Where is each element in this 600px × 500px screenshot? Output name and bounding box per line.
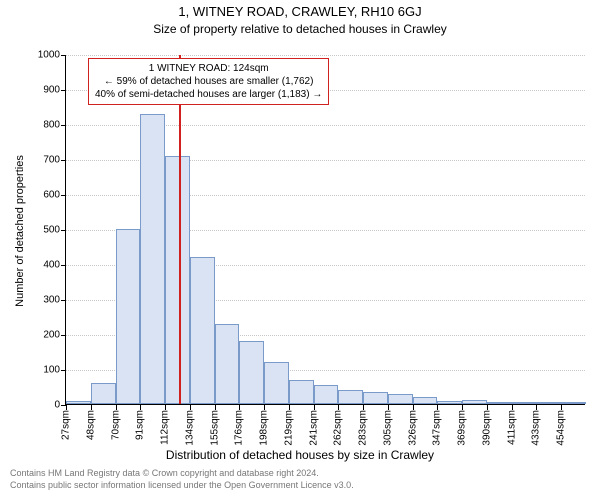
histogram-bar xyxy=(561,402,586,404)
x-tick-label: 27sqm xyxy=(61,410,72,440)
histogram-bar xyxy=(363,392,388,404)
footer-line-2: Contains public sector information licen… xyxy=(10,480,354,491)
info-box-line-1: 1 WITNEY ROAD: 124sqm xyxy=(95,62,322,75)
y-tick-mark xyxy=(61,90,66,91)
x-tick-label: 283sqm xyxy=(358,410,369,446)
histogram-bar xyxy=(165,156,190,405)
y-tick-label: 300 xyxy=(20,295,60,306)
y-tick-mark xyxy=(61,230,66,231)
histogram-bar xyxy=(314,385,339,404)
histogram-bar xyxy=(536,402,561,404)
chart-subtitle: Size of property relative to detached ho… xyxy=(0,22,600,36)
info-box-line-2: ← 59% of detached houses are smaller (1,… xyxy=(95,75,322,88)
property-size-marker xyxy=(179,55,181,404)
x-tick-label: 176sqm xyxy=(234,410,245,446)
x-tick-label: 70sqm xyxy=(110,410,121,440)
x-tick-label: 219sqm xyxy=(283,410,294,446)
x-tick-label: 241sqm xyxy=(308,410,319,446)
histogram-bar xyxy=(289,380,314,405)
x-tick-label: 198sqm xyxy=(259,410,270,446)
y-tick-label: 100 xyxy=(20,365,60,376)
x-tick-label: 91sqm xyxy=(135,410,146,440)
x-axis-label: Distribution of detached houses by size … xyxy=(0,448,600,462)
histogram-bar xyxy=(413,397,438,404)
y-tick-mark xyxy=(61,265,66,266)
x-tick-label: 369sqm xyxy=(457,410,468,446)
x-tick-label: 155sqm xyxy=(209,410,220,446)
y-tick-mark xyxy=(61,125,66,126)
histogram-bar xyxy=(338,390,363,404)
y-tick-mark xyxy=(61,370,66,371)
x-tick-label: 454sqm xyxy=(556,410,567,446)
histogram-bar xyxy=(215,324,240,405)
y-tick-mark xyxy=(61,335,66,336)
histogram-bar xyxy=(190,257,215,404)
info-box-line-3: 40% of semi-detached houses are larger (… xyxy=(95,88,322,101)
x-tick-label: 433sqm xyxy=(531,410,542,446)
grid-line xyxy=(66,55,585,56)
histogram-bar xyxy=(388,394,413,405)
histogram-bar xyxy=(487,402,512,404)
y-tick-mark xyxy=(61,195,66,196)
x-tick-label: 390sqm xyxy=(481,410,492,446)
y-tick-label: 600 xyxy=(20,190,60,201)
x-tick-label: 134sqm xyxy=(184,410,195,446)
x-tick-label: 347sqm xyxy=(432,410,443,446)
histogram-bar xyxy=(91,383,116,404)
chart-container: 1, WITNEY ROAD, CRAWLEY, RH10 6GJ Size o… xyxy=(0,0,600,500)
page-title: 1, WITNEY ROAD, CRAWLEY, RH10 6GJ xyxy=(0,4,600,19)
y-tick-mark xyxy=(61,300,66,301)
y-tick-label: 1000 xyxy=(20,50,60,61)
histogram-bar xyxy=(437,401,462,405)
y-tick-mark xyxy=(61,55,66,56)
histogram-bar xyxy=(66,401,91,405)
histogram-bar xyxy=(140,114,165,405)
x-tick-label: 326sqm xyxy=(407,410,418,446)
y-tick-label: 500 xyxy=(20,225,60,236)
histogram-bar xyxy=(462,400,487,404)
x-tick-label: 112sqm xyxy=(160,410,171,445)
footer-line-1: Contains HM Land Registry data © Crown c… xyxy=(10,468,319,479)
plot-area: 27sqm48sqm70sqm91sqm112sqm134sqm155sqm17… xyxy=(65,55,585,405)
histogram-bar xyxy=(116,229,141,404)
y-tick-label: 900 xyxy=(20,85,60,96)
y-tick-label: 200 xyxy=(20,330,60,341)
x-tick-label: 48sqm xyxy=(85,410,96,440)
histogram-bar xyxy=(264,362,289,404)
y-tick-label: 700 xyxy=(20,155,60,166)
property-info-box: 1 WITNEY ROAD: 124sqm← 59% of detached h… xyxy=(88,58,329,105)
y-tick-label: 400 xyxy=(20,260,60,271)
x-tick-label: 411sqm xyxy=(506,410,517,445)
y-tick-label: 800 xyxy=(20,120,60,131)
y-tick-label: 0 xyxy=(20,400,60,411)
x-tick-label: 305sqm xyxy=(382,410,393,446)
histogram-bar xyxy=(239,341,264,404)
x-tick-label: 262sqm xyxy=(333,410,344,446)
y-tick-mark xyxy=(61,160,66,161)
histogram-bar xyxy=(512,402,537,404)
